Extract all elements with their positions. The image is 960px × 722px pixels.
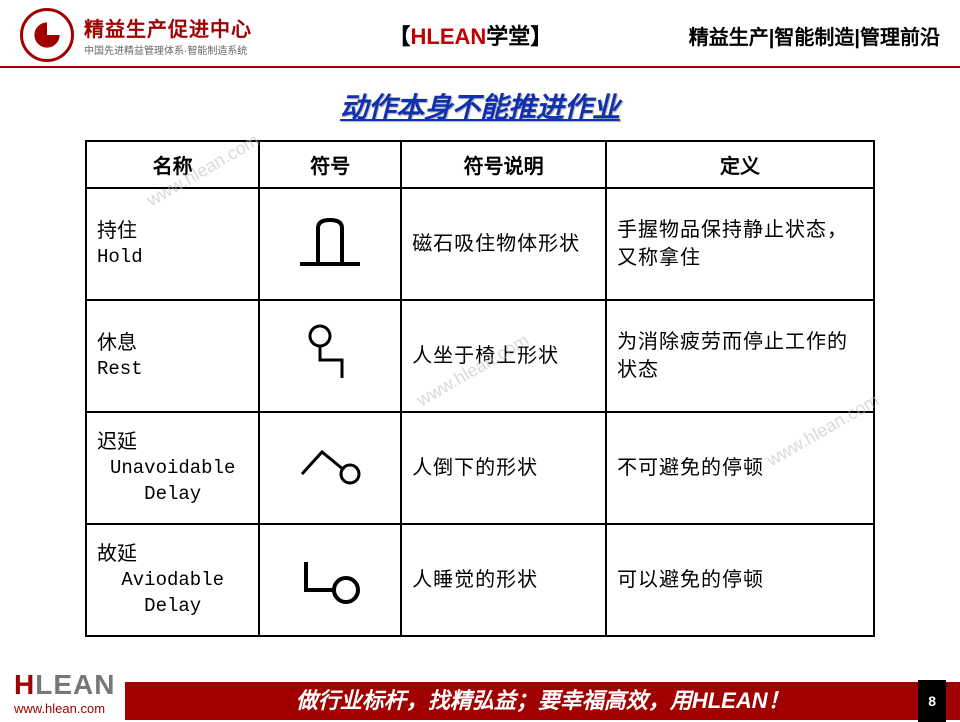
col-desc: 符号说明	[401, 141, 606, 188]
col-symbol: 符号	[259, 141, 401, 188]
footer: HLEAN www.hlean.com 做行业标杆，找精弘益；要幸福高效，用HL…	[0, 670, 960, 720]
header-tags: 精益生产|智能制造|管理前沿	[689, 21, 940, 50]
name-en: Unavoidable Delay	[97, 456, 248, 507]
logo-h: H	[14, 669, 35, 700]
footer-slogan: 做行业标杆，找精弘益；要幸福高效，用HLEAN！	[296, 688, 790, 713]
name-cn: 迟延	[97, 431, 137, 453]
name-cn: 休息	[97, 332, 137, 354]
symbol-hold-icon	[259, 188, 401, 300]
page-number: 8	[918, 680, 946, 722]
name-en: Aviodable Delay	[97, 568, 248, 619]
desc-cell: 人倒下的形状	[401, 412, 606, 524]
col-def: 定义	[606, 141, 874, 188]
logo-title: 精益生产促进中心	[84, 13, 252, 42]
bracket: 【	[388, 24, 410, 49]
logo-icon	[20, 8, 74, 62]
table-header-row: 名称 符号 符号说明 定义	[86, 141, 874, 188]
name-cn: 持住	[97, 220, 137, 242]
name-cell: 故延 Aviodable Delay	[86, 524, 259, 636]
def-cell: 手握物品保持静止状态，又称拿住	[606, 188, 874, 300]
motion-table: 名称 符号 符号说明 定义 持住 Hold 磁石吸住物体形状 手握物品保持静止状…	[85, 140, 875, 637]
logo-lean: LEAN	[35, 669, 115, 700]
name-cell: 迟延 Unavoidable Delay	[86, 412, 259, 524]
header: 精益生产促进中心 中国先进精益管理体系·智能制造系统 【HLEAN学堂】 精益生…	[0, 0, 960, 68]
name-cell: 休息 Rest	[86, 300, 259, 412]
header-center: 【HLEAN学堂】	[252, 19, 689, 51]
table-row: 故延 Aviodable Delay 人睡觉的形状 可以避免的停顿	[86, 524, 874, 636]
brand-red: HLEAN	[411, 24, 487, 49]
name-en: Rest	[97, 357, 248, 383]
logo-area: 精益生产促进中心 中国先进精益管理体系·智能制造系统	[20, 8, 252, 62]
table-row: 休息 Rest 人坐于椅上形状 为消除疲劳而停止工作的状态	[86, 300, 874, 412]
name-cn: 故延	[97, 543, 137, 565]
desc-cell: 磁石吸住物体形状	[401, 188, 606, 300]
symbol-unavoidable-delay-icon	[259, 412, 401, 524]
col-name: 名称	[86, 141, 259, 188]
desc-cell: 人睡觉的形状	[401, 524, 606, 636]
footer-logo-area: HLEAN www.hlean.com	[0, 669, 115, 720]
page-title: 动作本身不能推进作业	[0, 86, 960, 126]
symbol-rest-icon	[259, 300, 401, 412]
symbol-avoidable-delay-icon	[259, 524, 401, 636]
footer-url: www.hlean.com	[14, 701, 115, 716]
def-cell: 不可避免的停顿	[606, 412, 874, 524]
footer-slogan-bar: 做行业标杆，找精弘益；要幸福高效，用HLEAN！ 8	[125, 682, 960, 720]
name-en: Hold	[97, 245, 248, 271]
footer-logo: HLEAN	[14, 669, 115, 701]
logo-subtitle: 中国先进精益管理体系·智能制造系统	[84, 42, 252, 57]
table-row: 迟延 Unavoidable Delay 人倒下的形状 不可避免的停顿	[86, 412, 874, 524]
bracket: 】	[530, 24, 552, 49]
def-cell: 为消除疲劳而停止工作的状态	[606, 300, 874, 412]
desc-cell: 人坐于椅上形状	[401, 300, 606, 412]
table-row: 持住 Hold 磁石吸住物体形状 手握物品保持静止状态，又称拿住	[86, 188, 874, 300]
def-cell: 可以避免的停顿	[606, 524, 874, 636]
name-cell: 持住 Hold	[86, 188, 259, 300]
brand-black: 学堂	[486, 24, 530, 49]
